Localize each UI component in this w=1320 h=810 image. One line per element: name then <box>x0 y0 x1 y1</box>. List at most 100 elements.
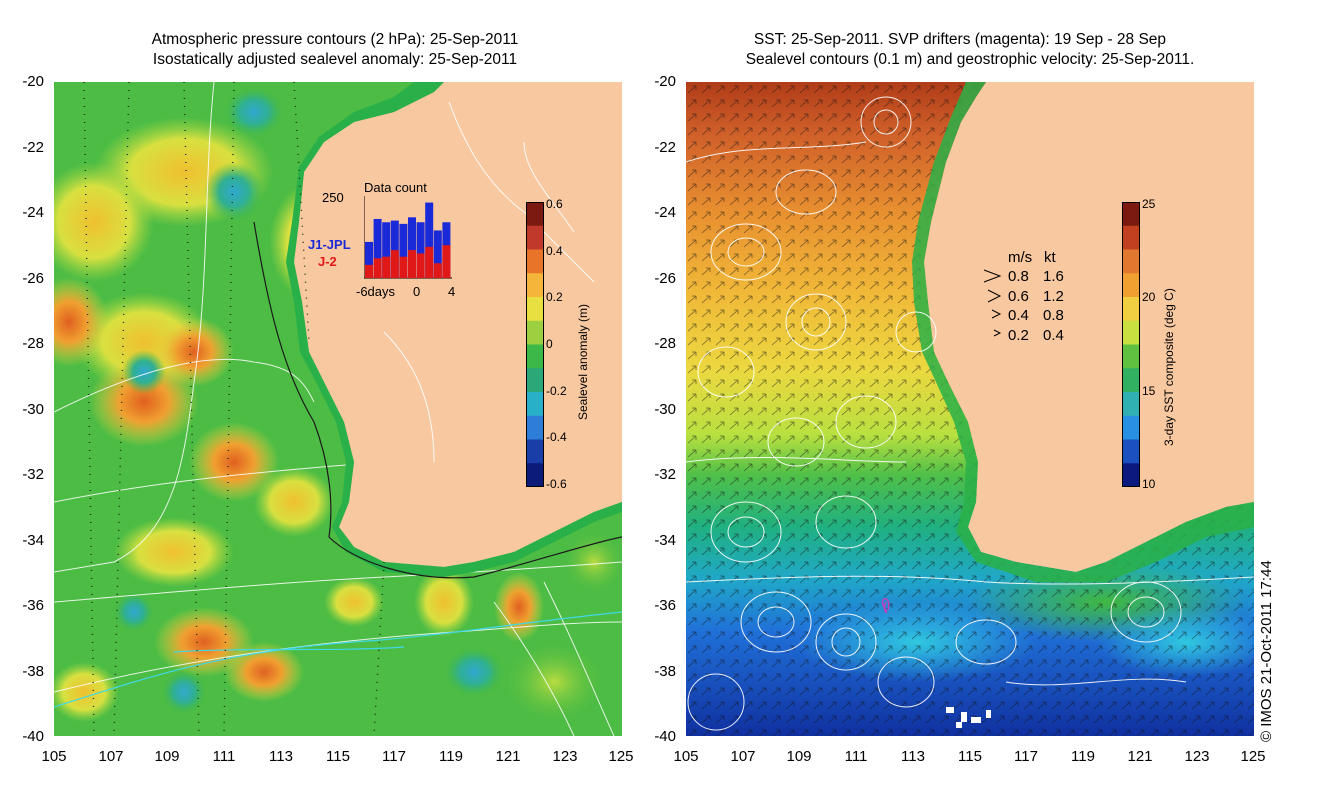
left-x-tick: 123 <box>552 748 578 765</box>
inset-bar-j1 <box>399 223 408 278</box>
right-y-tick: -34 <box>654 532 676 549</box>
left-y-tick: -24 <box>22 204 44 221</box>
right-y-tick: -36 <box>654 597 676 614</box>
right-colorbar-swatch <box>1122 439 1140 464</box>
inset-x-tick: 4 <box>448 284 456 299</box>
right-y-tick: -40 <box>654 728 676 745</box>
inset-bar-j1 <box>365 241 373 278</box>
right-colorbar-swatch <box>1122 392 1140 417</box>
left-x-tick: 119 <box>439 748 463 765</box>
velocity-header-kt: kt <box>1044 249 1056 266</box>
right-x-tick: 123 <box>1184 748 1210 765</box>
velocity-row-kt: 1.6 <box>1043 268 1064 285</box>
left-colorbar-swatch <box>526 225 544 250</box>
right-colorbar-swatch <box>1122 273 1140 298</box>
inset-bar-j2 <box>442 245 451 278</box>
inset-bar-j2 <box>433 263 442 278</box>
right-colorbar-swatch <box>1122 344 1140 369</box>
right-y-tick: -22 <box>654 139 676 156</box>
right-colorbar-swatch <box>1122 225 1140 250</box>
left-y-tick: -32 <box>22 466 44 483</box>
velocity-row-ms: 0.6 <box>1008 288 1029 305</box>
inset-bar-j2 <box>373 258 382 278</box>
inset-bar-j2 <box>382 256 391 278</box>
right-x-tick: 105 <box>673 748 699 765</box>
left-colorbar-swatch <box>526 368 544 393</box>
right-y-tick: -24 <box>654 204 676 221</box>
right-y-tick: -28 <box>654 335 676 352</box>
australia-landmass-right <box>912 82 1254 582</box>
inset-bar-j1 <box>382 222 391 278</box>
left-cb-tick: 0.6 <box>546 197 563 211</box>
left-colorbar-swatch <box>526 344 544 369</box>
inset-bar-j1 <box>425 202 434 278</box>
svp-drifter-track <box>881 598 890 614</box>
left-colorbar-swatch <box>526 249 544 274</box>
left-y-tick: -30 <box>22 401 44 418</box>
right-colorbar-label: 3-day SST composite (deg C) <box>1162 288 1176 446</box>
left-x-tick: 113 <box>269 748 293 765</box>
left-colorbar-swatch <box>526 415 544 440</box>
left-colorbar <box>526 202 544 487</box>
left-y-tick: -26 <box>22 270 44 287</box>
left-x-tick: 111 <box>212 748 236 765</box>
right-x-tick: 111 <box>844 748 868 765</box>
velocity-row-kt: 0.8 <box>1043 307 1064 324</box>
left-y-tick: -22 <box>22 139 44 156</box>
inset-bar-j1 <box>373 218 382 278</box>
inset-bar-j2 <box>416 253 425 278</box>
velocity-legend-arrows <box>983 269 1002 337</box>
left-cb-tick: -0.6 <box>546 477 567 491</box>
right-colorbar-swatch <box>1122 415 1140 440</box>
inset-bar-chart <box>364 196 452 279</box>
right-map-title-line2: Sealevel contours (0.1 m) and geostrophi… <box>745 51 1195 68</box>
right-x-tick: 119 <box>1071 748 1095 765</box>
left-y-tick: -20 <box>22 73 44 90</box>
left-colorbar-swatch <box>526 463 544 487</box>
right-x-tick: 117 <box>1014 748 1038 765</box>
right-y-tick: -30 <box>654 401 676 418</box>
inset-bar-j1 <box>433 230 442 278</box>
velocity-row-ms: 0.2 <box>1008 327 1029 344</box>
inset-bar-j2 <box>408 250 416 278</box>
left-x-tick: 117 <box>382 748 406 765</box>
right-x-tick: 125 <box>1240 748 1266 765</box>
inset-bar-j1 <box>416 222 425 278</box>
right-colorbar <box>1122 202 1140 487</box>
left-y-tick: -34 <box>22 532 44 549</box>
left-colorbar-swatch <box>526 273 544 298</box>
right-colorbar-swatch <box>1122 463 1140 487</box>
right-y-tick: -20 <box>654 73 676 90</box>
inset-title: Data count <box>364 180 427 195</box>
inset-series-j1: J1-JPL <box>308 237 351 252</box>
inset-bar-j2 <box>365 264 373 278</box>
left-y-tick: -38 <box>22 663 44 680</box>
sealevel-contours <box>686 96 1254 731</box>
right-colorbar-swatch <box>1122 368 1140 393</box>
right-x-tick: 107 <box>730 748 756 765</box>
left-cb-tick: 0 <box>546 337 553 351</box>
right-cb-tick: 25 <box>1142 197 1156 211</box>
velocity-row-ms: 0.4 <box>1008 307 1029 324</box>
right-y-tick: -32 <box>654 466 676 483</box>
right-colorbar-swatch <box>1122 249 1140 274</box>
left-cb-tick: 0.4 <box>546 244 563 258</box>
right-colorbar-swatch <box>1122 202 1140 227</box>
right-x-tick: 121 <box>1127 748 1153 765</box>
velocity-row-kt: 1.2 <box>1043 288 1064 305</box>
left-x-tick: 109 <box>154 748 180 765</box>
left-colorbar-swatch <box>526 392 544 417</box>
left-cb-tick: 0.2 <box>546 290 563 304</box>
right-map-title-line1: SST: 25-Sep-2011. SVP drifters (magenta)… <box>753 31 1167 48</box>
inset-bar-j1 <box>390 220 399 278</box>
left-map-title-line2: Isostatically adjusted sealevel anomaly:… <box>152 51 518 68</box>
velocity-header-ms: m/s <box>1008 249 1033 266</box>
left-y-tick: -28 <box>22 335 44 352</box>
inset-bar-j2 <box>390 250 399 278</box>
right-cb-tick: 10 <box>1142 477 1156 491</box>
inset-bar-j1 <box>408 217 416 278</box>
left-cb-tick: -0.2 <box>546 384 567 398</box>
left-cb-tick: -0.4 <box>546 430 567 444</box>
inset-x-tick: 0 <box>413 284 421 299</box>
inset-bar-j2 <box>425 246 434 278</box>
